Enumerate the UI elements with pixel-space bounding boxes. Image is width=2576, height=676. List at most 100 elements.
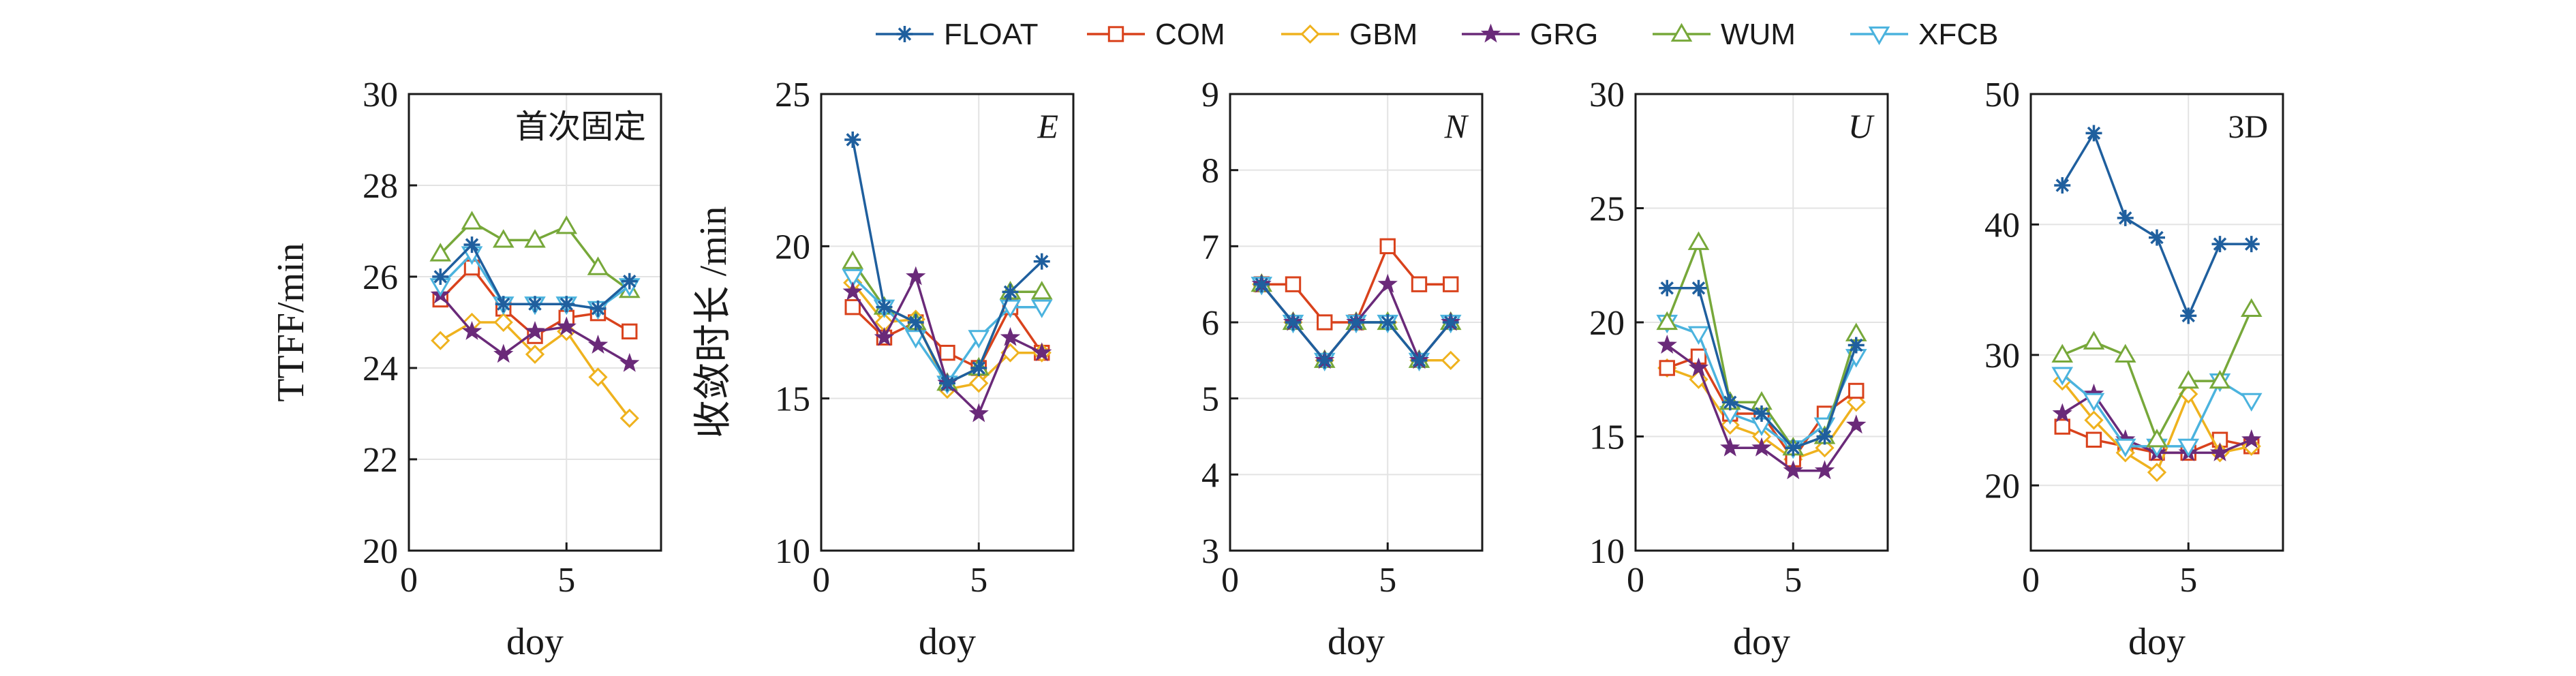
series-gbm — [2053, 371, 2261, 482]
data-point — [844, 298, 861, 316]
x-tick-label: 0 — [1221, 561, 1239, 600]
data-point — [1753, 405, 1770, 422]
data-point — [461, 321, 482, 340]
y-tick-label: 20 — [363, 532, 398, 571]
data-point — [1443, 276, 1459, 292]
y-tick-label: 3 — [1201, 532, 1219, 571]
legend-entry-gbm: GBM — [1281, 18, 1417, 51]
data-point — [1814, 460, 1835, 480]
data-point — [1656, 311, 1678, 331]
series-grg — [1657, 335, 1867, 480]
data-point — [906, 266, 926, 286]
data-point — [842, 250, 864, 269]
data-point — [1657, 335, 1677, 354]
legend-label: FLOAT — [944, 18, 1039, 51]
data-point — [2054, 177, 2071, 194]
y-tick-label: 15 — [1589, 418, 1625, 457]
y-tick-label: 50 — [1984, 76, 2020, 114]
y-tick-label: 5 — [1201, 380, 1219, 419]
data-point — [2085, 125, 2102, 142]
data-point — [1816, 428, 1833, 445]
data-point — [2149, 229, 2165, 246]
data-point — [619, 352, 640, 372]
y-tick-label: 25 — [1589, 190, 1625, 229]
data-point — [1785, 440, 1802, 457]
data-point — [1659, 360, 1675, 376]
x-tick-label: 0 — [400, 561, 418, 600]
chart-panel-2: 10 15 20 25 0 5 doy 收敛时长 /min E — [692, 76, 1075, 663]
y-tick-label: 30 — [363, 76, 398, 114]
data-point — [907, 314, 924, 331]
data-point — [939, 375, 955, 392]
panel-label: E — [1037, 107, 1058, 145]
data-point — [432, 268, 449, 285]
data-point — [2177, 438, 2200, 458]
data-point — [1379, 314, 1396, 331]
data-point — [587, 256, 609, 275]
y-tick-label: 8 — [1201, 152, 1219, 191]
legend-entry-grg: GRG — [1462, 18, 1598, 51]
x-tick-label: 0 — [2022, 561, 2040, 600]
data-point — [525, 321, 545, 340]
y-tick-label: 25 — [775, 76, 810, 114]
data-point — [2241, 429, 2262, 448]
data-point — [555, 215, 578, 234]
chart-panel-1: 20 22 24 26 28 30 0 5 doy TTFF/min 首次固定 — [270, 76, 662, 663]
data-point — [1688, 357, 1709, 377]
data-point — [904, 330, 927, 349]
x-tick-label: 5 — [557, 561, 575, 600]
data-point — [1377, 273, 1398, 293]
data-point — [2146, 429, 2168, 448]
data-point — [1002, 283, 1019, 301]
legend-marker — [896, 26, 913, 42]
legend-label: GBM — [1349, 18, 1417, 51]
data-point — [589, 300, 607, 317]
x-tick-label: 0 — [1627, 561, 1644, 600]
data-point — [842, 281, 863, 301]
plot-frame — [2029, 93, 2284, 552]
x-tick-label: 5 — [1784, 561, 1802, 600]
data-point — [492, 229, 515, 248]
data-point — [2243, 236, 2260, 253]
data-point — [2084, 410, 2104, 430]
data-point — [2147, 463, 2167, 482]
data-point — [461, 211, 483, 230]
data-point — [1348, 314, 1364, 331]
data-point — [2054, 418, 2070, 435]
data-point — [1846, 414, 1867, 434]
data-point — [2211, 236, 2228, 253]
data-point — [969, 373, 989, 393]
x-tick-label: 0 — [812, 561, 830, 600]
data-point — [2051, 367, 2074, 386]
data-point — [1687, 326, 1710, 345]
legend-marker — [1868, 26, 1890, 46]
x-axis-label: doy — [919, 621, 976, 663]
data-point — [1720, 437, 1741, 457]
data-point — [524, 229, 546, 248]
data-point — [2114, 343, 2136, 363]
data-point — [1033, 253, 1050, 270]
y-tick-label: 20 — [1589, 304, 1625, 343]
data-point — [622, 323, 638, 340]
data-point — [2085, 431, 2102, 448]
x-axis-label: doy — [1328, 621, 1385, 663]
data-point — [2114, 438, 2136, 458]
x-axis-label: doy — [506, 621, 564, 663]
data-point — [1317, 314, 1333, 331]
legend-label: XFCB — [1918, 18, 1998, 51]
data-point — [558, 296, 575, 313]
data-point — [1659, 279, 1676, 296]
data-point — [1783, 460, 1803, 480]
data-point — [556, 316, 577, 336]
x-tick-label: 5 — [1379, 561, 1396, 600]
data-point — [2177, 369, 2200, 389]
data-point — [1285, 314, 1302, 331]
series-float — [2054, 125, 2260, 324]
data-point — [2117, 209, 2134, 226]
legend-marker — [1670, 22, 1693, 42]
data-point — [2083, 331, 2105, 350]
x-tick-label: 5 — [970, 561, 987, 600]
plot-frame — [820, 93, 1075, 552]
